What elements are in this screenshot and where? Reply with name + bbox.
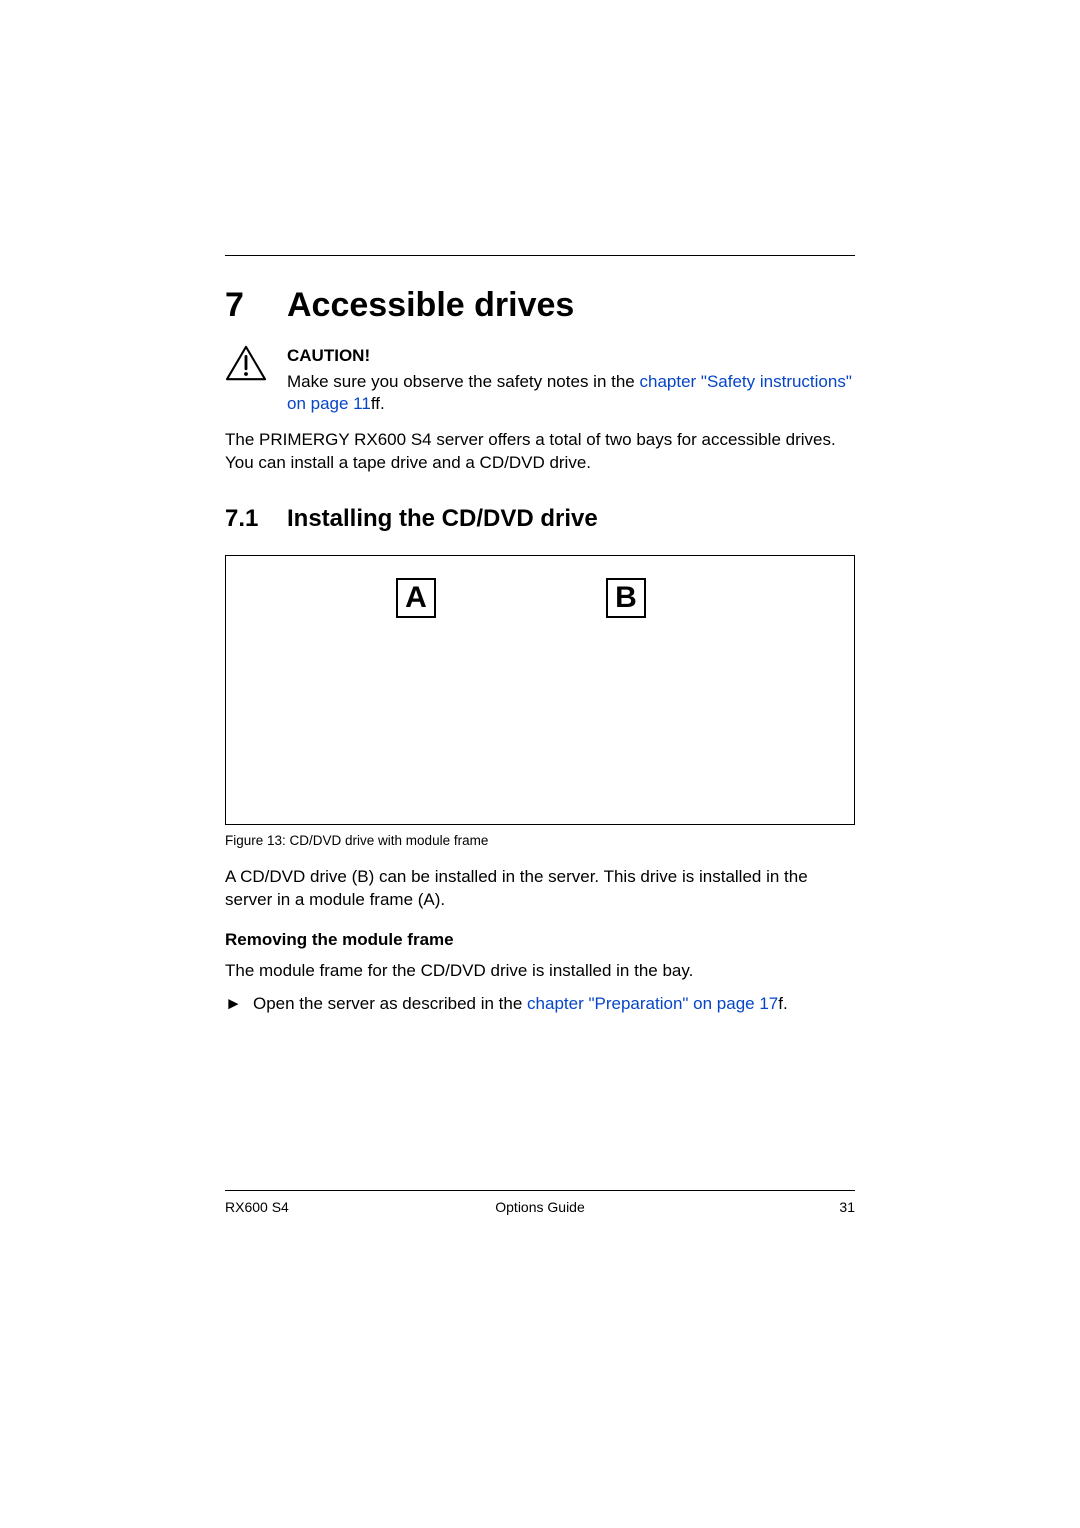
preparation-link[interactable]: chapter "Preparation" on page 17	[527, 994, 778, 1013]
subheading: Removing the module frame	[225, 930, 855, 950]
caution-body-before: Make sure you observe the safety notes i…	[287, 372, 639, 391]
bullet-after: f.	[778, 994, 787, 1013]
bullet-item: ► Open the server as described in the ch…	[225, 993, 855, 1016]
after-figure-paragraph: A CD/DVD drive (B) can be installed in t…	[225, 866, 855, 912]
chapter-title: Accessible drives	[287, 286, 574, 325]
caution-text: CAUTION! Make sure you observe the safet…	[287, 345, 855, 415]
bullet-text: Open the server as described in the chap…	[253, 993, 788, 1016]
page-content: 7 Accessible drives CAUTION! Make sure y…	[225, 255, 855, 1024]
chapter-heading: 7 Accessible drives	[225, 286, 855, 325]
section-number: 7.1	[225, 505, 287, 533]
section-heading: 7.1 Installing the CD/DVD drive	[225, 505, 855, 533]
figure-label-a: A	[396, 578, 436, 618]
caution-body-after: ff.	[371, 394, 385, 413]
footer-rule	[225, 1190, 855, 1191]
caution-label: CAUTION!	[287, 345, 855, 367]
bullet-before: Open the server as described in the	[253, 994, 527, 1013]
figure-label-b: B	[606, 578, 646, 618]
caution-block: CAUTION! Make sure you observe the safet…	[225, 345, 855, 415]
section-title: Installing the CD/DVD drive	[287, 505, 598, 533]
top-rule	[225, 255, 855, 256]
bullet-mark: ►	[225, 993, 253, 1016]
footer-center: Options Guide	[225, 1199, 855, 1215]
intro-paragraph: The PRIMERGY RX600 S4 server offers a to…	[225, 429, 855, 475]
figure-caption: Figure 13: CD/DVD drive with module fram…	[225, 833, 855, 848]
figure-frame: A B	[225, 555, 855, 825]
caution-icon	[225, 345, 287, 415]
page-footer: Options Guide RX600 S4 31	[225, 1190, 855, 1215]
chapter-number: 7	[225, 286, 287, 325]
sub-paragraph: The module frame for the CD/DVD drive is…	[225, 960, 855, 983]
